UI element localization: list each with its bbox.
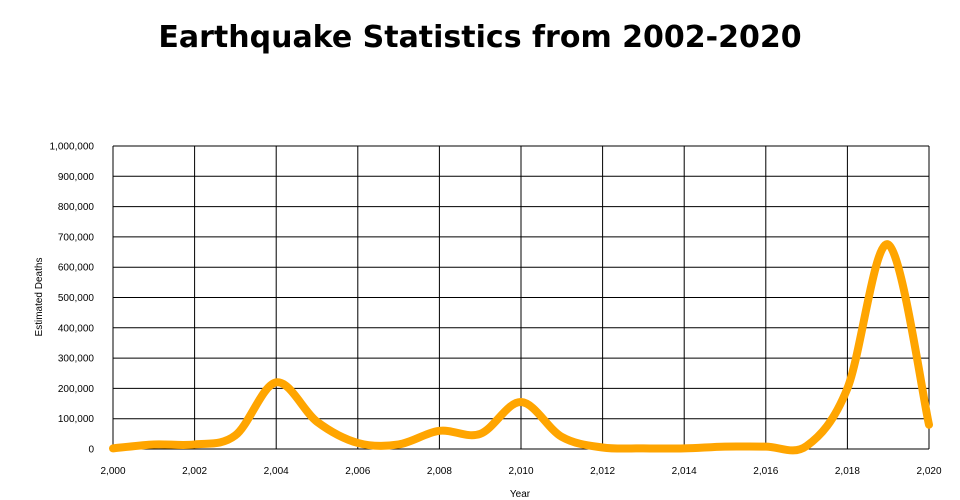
y-tick-label: 900,000	[58, 172, 95, 183]
x-tick-label: 2,010	[508, 466, 533, 477]
y-tick-label: 200,000	[58, 384, 95, 395]
series-lines	[109, 240, 933, 455]
chart-title: Earthquake Statistics from 2002-2020	[158, 20, 802, 55]
y-tick-label: 700,000	[58, 232, 95, 243]
x-tick-label: 2,008	[427, 466, 452, 477]
x-axis-label: Year	[510, 489, 531, 500]
y-tick-label: 0	[88, 445, 94, 456]
y-tick-label: 100,000	[58, 414, 95, 425]
x-tick-label: 2,002	[182, 466, 207, 477]
x-tick-label: 2,004	[264, 466, 289, 477]
y-tick-label: 800,000	[58, 202, 95, 213]
y-axis-ticks: 0 100,000 200,000 300,000 400,000 500,000 600,…	[50, 142, 95, 456]
y-axis-label: Estimated Deaths	[34, 258, 45, 337]
x-tick-label: 2,014	[672, 466, 697, 477]
x-tick-label: 2,016	[753, 466, 778, 477]
chart-grid	[112, 145, 930, 450]
x-axis-ticks: 2,000 2,002 2,004 2,006 2,008 2,010 2,012 2,014…	[100, 466, 941, 477]
y-tick-label: 300,000	[58, 354, 95, 365]
x-tick-label: 2,020	[916, 466, 941, 477]
series-line	[109, 240, 933, 455]
x-tick-label: 2,012	[590, 466, 615, 477]
x-tick-label: 2,000	[100, 466, 125, 477]
y-tick-label: 600,000	[58, 263, 95, 274]
y-tick-label: 400,000	[58, 323, 95, 334]
x-tick-label: 2,018	[835, 466, 860, 477]
y-tick-label: 1,000,000	[50, 142, 95, 153]
x-tick-label: 2,006	[345, 466, 370, 477]
y-tick-label: 500,000	[58, 293, 95, 304]
